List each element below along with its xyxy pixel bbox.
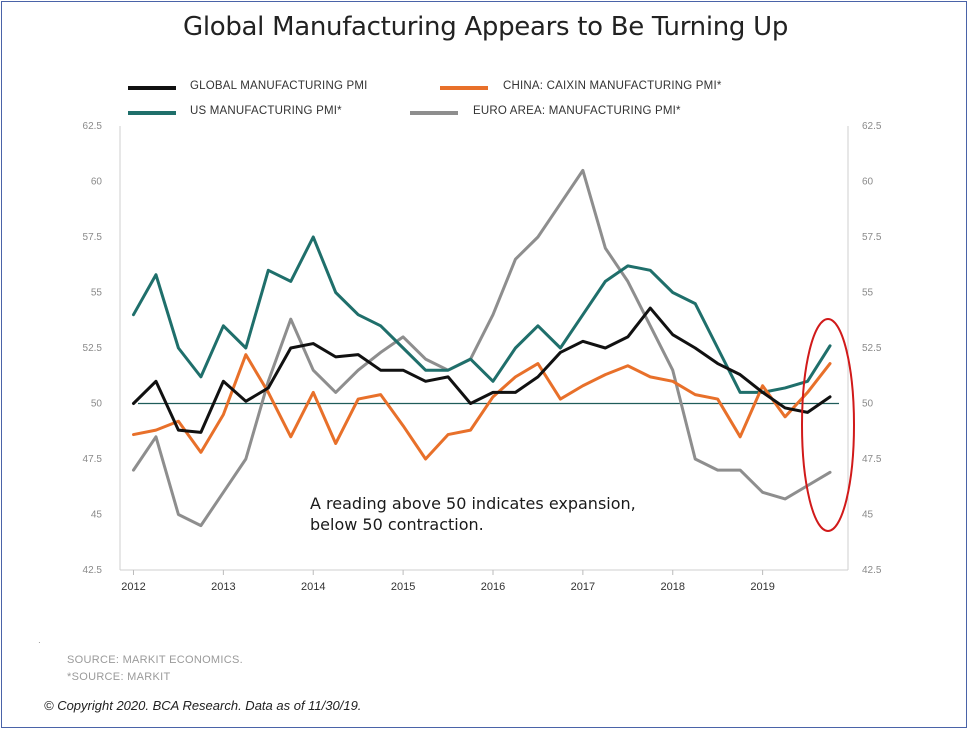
series-line-0 <box>131 306 832 434</box>
annotation-line-1: A reading above 50 indicates expansion, <box>310 494 636 513</box>
x-tick-label: 2012 <box>121 581 145 593</box>
y-tick-label-left: 60 <box>91 177 103 188</box>
highlight-ellipse <box>801 318 855 532</box>
x-tick-label: 2017 <box>571 581 595 593</box>
legend-swatch-euro <box>410 111 458 115</box>
y-tick-label-left: 45 <box>91 510 103 521</box>
y-tick-label-right: 55 <box>862 288 874 299</box>
source-text: SOURCE: MARKIT ECONOMICS. <box>67 654 243 666</box>
x-tick-label: 2013 <box>211 581 235 593</box>
legend-swatch-global <box>128 86 176 90</box>
legend-label-china: CHINA: CAIXIN MANUFACTURING PMI* <box>503 80 722 92</box>
x-tick-label: 2014 <box>301 581 325 593</box>
legend-label-euro: EURO AREA: MANUFACTURING PMI* <box>473 105 681 117</box>
y-tick-label-left: 62.5 <box>83 121 103 132</box>
source-text-secondary: *SOURCE: MARKIT <box>67 671 171 683</box>
copyright-text: © Copyright 2020. BCA Research. Data as … <box>44 698 362 713</box>
x-tick-label: 2016 <box>481 581 505 593</box>
y-tick-label-left: 50 <box>91 399 103 410</box>
y-tick-label-left: 57.5 <box>83 232 103 243</box>
y-tick-label-right: 62.5 <box>862 121 882 132</box>
series-line-3 <box>131 168 832 528</box>
x-tick-label: 2015 <box>391 581 415 593</box>
y-tick-label-left: 47.5 <box>83 454 103 465</box>
legend-swatch-china <box>440 86 488 90</box>
y-tick-label-left: 55 <box>91 288 103 299</box>
y-tick-label-right: 42.5 <box>862 565 882 576</box>
stray-mark: · <box>38 638 41 647</box>
y-tick-label-right: 45 <box>862 510 874 521</box>
x-tick-label: 2019 <box>750 581 774 593</box>
y-tick-label-right: 52.5 <box>862 343 882 354</box>
y-tick-label-right: 57.5 <box>862 232 882 243</box>
annotation-line-2: below 50 contraction. <box>310 515 484 534</box>
y-tick-label-right: 50 <box>862 399 874 410</box>
annotation-text: A reading above 50 indicates expansion, … <box>310 493 636 535</box>
series-line-2 <box>131 235 832 394</box>
legend-label-us: US MANUFACTURING PMI* <box>190 105 342 117</box>
legend-label-global: GLOBAL MANUFACTURING PMI <box>190 80 368 92</box>
y-tick-label-right: 60 <box>862 177 874 188</box>
y-tick-label-left: 52.5 <box>83 343 103 354</box>
chart-title: Global Manufacturing Appears to Be Turni… <box>182 12 789 42</box>
legend-swatch-us <box>128 111 176 115</box>
y-tick-label-left: 42.5 <box>83 565 103 576</box>
y-tick-label-right: 47.5 <box>862 454 882 465</box>
series-line-1 <box>131 353 832 461</box>
x-tick-label: 2018 <box>660 581 684 593</box>
